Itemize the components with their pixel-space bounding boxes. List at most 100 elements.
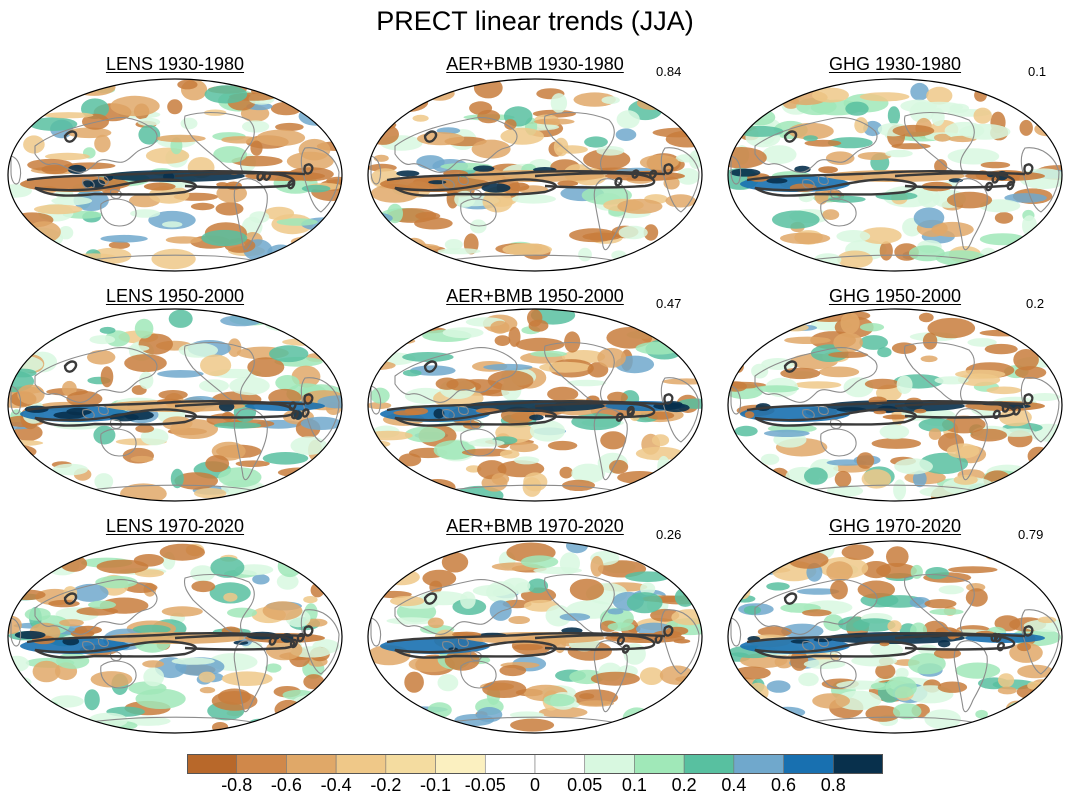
- tropical-patch: [457, 179, 468, 188]
- map-border: [367, 540, 703, 734]
- trend-patch: [252, 574, 270, 585]
- trend-patch: [90, 671, 133, 688]
- coastline: [300, 609, 340, 675]
- coastline: [370, 617, 382, 647]
- trend-patch: [93, 425, 116, 445]
- trend-patch: [148, 210, 196, 230]
- atlantic-contour: [303, 163, 314, 175]
- trend-patch: [784, 336, 831, 344]
- colorbar-swatch: [435, 754, 486, 774]
- map-body: [728, 541, 1062, 733]
- coastline: [34, 117, 158, 173]
- trend-patch: [750, 247, 784, 266]
- trend-patch: [235, 460, 270, 467]
- small-contour: [631, 169, 640, 179]
- corr-aer-1930: 0.84: [656, 64, 682, 79]
- tropical-patch: [882, 414, 909, 420]
- pacific-contour: [174, 171, 296, 189]
- trend-patch: [274, 259, 314, 267]
- small-contour: [996, 641, 1005, 652]
- trend-patch: [502, 243, 552, 256]
- coastline: [394, 579, 518, 635]
- asia-contour: [423, 360, 438, 373]
- climatology-contours: [26, 360, 314, 427]
- coastline: [660, 377, 700, 443]
- trend-patch: [955, 662, 1001, 679]
- trend-patch: [303, 468, 342, 477]
- trend-patch: [587, 362, 609, 378]
- trend-patch: [205, 455, 230, 473]
- trend-patch: [56, 652, 90, 669]
- trend-patch: [180, 117, 198, 130]
- trend-patch: [929, 608, 964, 616]
- trend-patch: [879, 424, 910, 440]
- colorbar-label: 0.1: [621, 775, 647, 795]
- trend-patch: [998, 408, 1032, 427]
- trend-patch: [886, 546, 909, 567]
- tropical-patch: [1017, 642, 1032, 652]
- trend-patch: [170, 468, 184, 489]
- trend-patch: [250, 140, 263, 156]
- trend-patch: [18, 90, 64, 99]
- tropical-patch: [662, 403, 690, 413]
- map-border: [7, 540, 343, 734]
- asia-contour: [423, 130, 438, 143]
- trend-patch: [822, 209, 840, 221]
- trend-patch: [941, 415, 986, 434]
- map-ghg-1930: [727, 78, 1063, 272]
- trend-patch: [314, 314, 327, 331]
- trend-patch: [578, 247, 592, 262]
- trend-patch: [1031, 340, 1062, 346]
- trend-patch: [94, 473, 114, 490]
- trend-patch: [910, 82, 929, 101]
- trend-patch: [280, 707, 332, 728]
- trend-patch: [60, 548, 78, 559]
- trend-patch: [275, 122, 304, 132]
- tropical-patch: [557, 180, 579, 187]
- trend-patch: [812, 87, 849, 103]
- itcz-loop: [394, 408, 558, 427]
- trend-patch: [562, 479, 595, 491]
- trend-patch: [738, 244, 769, 261]
- trend-patch: [24, 607, 51, 621]
- trend-patch: [190, 565, 216, 582]
- map-border: [727, 540, 1063, 734]
- trend-patch: [600, 431, 627, 450]
- trend-patch: [386, 617, 436, 625]
- trend-patch: [287, 320, 321, 329]
- colorbar-swatch: [385, 754, 436, 774]
- trend-patch: [34, 204, 83, 215]
- trend-patch: [310, 582, 325, 598]
- trend-patch: [50, 695, 84, 708]
- trend-patch: [828, 195, 866, 203]
- tropical-patch: [818, 166, 838, 174]
- trend-patch: [766, 582, 790, 591]
- trend-patch: [527, 578, 549, 594]
- trend-patch: [431, 79, 447, 92]
- trend-patch: [1001, 89, 1035, 101]
- trend-patch: [87, 350, 116, 365]
- coastline: [953, 178, 988, 251]
- panel-title-ghg-1950: GHG 1950-2000: [828, 286, 962, 306]
- trend-patch: [556, 145, 588, 154]
- trend-patch: [295, 251, 333, 269]
- coastline: [100, 198, 137, 227]
- trend-patch: [625, 571, 670, 582]
- tropical-patch: [481, 183, 511, 193]
- trend-patch: [734, 425, 758, 437]
- coastline: [1020, 609, 1060, 675]
- coastline: [754, 579, 878, 635]
- panel-title-ghg-1970: GHG 1970-2020: [828, 516, 962, 536]
- small-contour: [990, 632, 999, 642]
- trend-patch: [298, 243, 342, 261]
- trend-patch: [395, 310, 420, 321]
- trend-patch: [422, 569, 457, 587]
- trend-patch: [62, 380, 77, 397]
- trend-patch: [8, 309, 59, 327]
- trend-patch: [796, 588, 840, 595]
- coastlines: [370, 342, 700, 497]
- tropical-patch: [53, 411, 86, 419]
- map-ghg-1950: [727, 308, 1063, 502]
- map-aer-1970: [367, 540, 703, 734]
- asia-contour: [423, 592, 438, 605]
